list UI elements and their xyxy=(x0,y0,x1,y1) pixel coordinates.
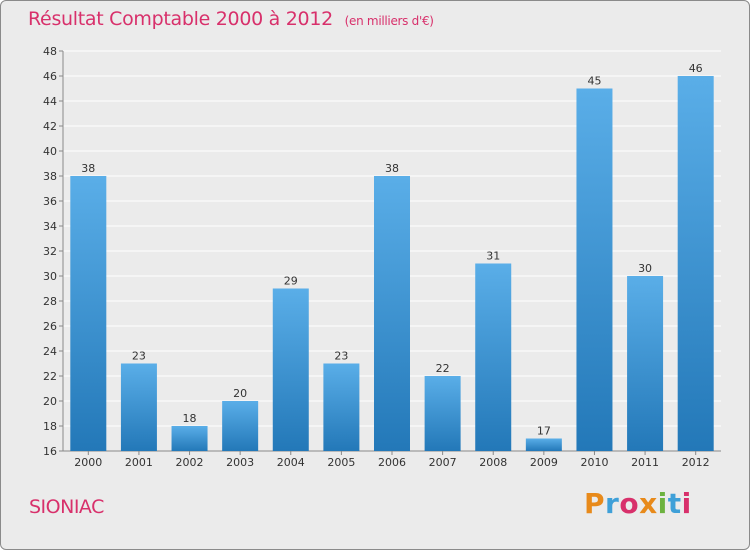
y-tick-label: 22 xyxy=(43,370,57,383)
bar-2000 xyxy=(70,176,107,451)
x-tick-label-2008: 2008 xyxy=(479,456,507,469)
logo-letter: i xyxy=(681,487,692,520)
x-tick-label-2009: 2009 xyxy=(530,456,558,469)
chart-title: Résultat Comptable 2000 à 2012 (en milli… xyxy=(28,8,434,30)
value-label-2004: 29 xyxy=(284,275,298,288)
x-tick-label-2012: 2012 xyxy=(682,456,710,469)
y-tick-label: 32 xyxy=(43,245,57,258)
logo-letter: x xyxy=(639,487,658,520)
value-label-2001: 23 xyxy=(132,350,146,363)
y-tick-label: 28 xyxy=(43,295,57,308)
bar-2007 xyxy=(424,376,461,451)
value-label-2011: 30 xyxy=(638,262,652,275)
bar-2003 xyxy=(222,401,259,451)
value-label-2008: 31 xyxy=(486,250,500,263)
y-tick-label: 16 xyxy=(43,445,57,458)
y-tick-label: 18 xyxy=(43,420,57,433)
bar-2005 xyxy=(323,363,360,451)
chart-title-text: Résultat Comptable 2000 à 2012 xyxy=(28,8,333,30)
logo-letter: t xyxy=(667,487,682,520)
x-tick-label-2006: 2006 xyxy=(378,456,406,469)
x-tick-label-2001: 2001 xyxy=(125,456,153,469)
bar-2004 xyxy=(272,288,309,451)
value-label-2003: 20 xyxy=(233,387,247,400)
y-tick-label: 36 xyxy=(43,195,57,208)
proxiti-logo: Proxiti xyxy=(584,487,692,520)
logo-letter: i xyxy=(657,487,668,520)
y-tick-label: 42 xyxy=(43,120,57,133)
bar-2002 xyxy=(171,426,208,451)
x-tick-label-2003: 2003 xyxy=(226,456,254,469)
y-tick-label: 26 xyxy=(43,320,57,333)
bar-2009 xyxy=(525,438,562,451)
logo-letter: o xyxy=(619,487,640,520)
bar-2012 xyxy=(677,76,714,451)
bar-2006 xyxy=(374,176,410,451)
y-tick-label: 46 xyxy=(43,70,57,83)
logo-letter: r xyxy=(605,487,620,520)
bar-2011 xyxy=(627,276,664,451)
y-tick-label: 38 xyxy=(43,170,57,183)
x-tick-label-2005: 2005 xyxy=(327,456,355,469)
value-label-2000: 38 xyxy=(81,162,95,175)
y-tick-label: 44 xyxy=(43,95,57,108)
value-label-2005: 23 xyxy=(334,350,348,363)
y-tick-label: 48 xyxy=(43,45,57,58)
x-tick-label-2007: 2007 xyxy=(429,456,457,469)
logo-letter: P xyxy=(584,487,606,520)
x-tick-label-2002: 2002 xyxy=(176,456,204,469)
y-tick-label: 34 xyxy=(43,220,57,233)
value-label-2012: 46 xyxy=(689,62,703,75)
x-tick-label-2000: 2000 xyxy=(74,456,102,469)
value-label-2007: 22 xyxy=(436,362,450,375)
x-tick-label-2004: 2004 xyxy=(277,456,305,469)
x-tick-label-2010: 2010 xyxy=(580,456,608,469)
bar-2008 xyxy=(475,263,512,451)
y-tick-label: 40 xyxy=(43,145,57,158)
chart-unit-label: (en milliers d'€) xyxy=(344,14,434,28)
value-label-2006: 38 xyxy=(385,162,399,175)
x-tick-label-2011: 2011 xyxy=(631,456,659,469)
commune-name: SIONIAC xyxy=(29,496,104,518)
bar-2001 xyxy=(120,363,157,451)
value-label-2009: 17 xyxy=(537,425,551,438)
bar-2010 xyxy=(576,88,613,451)
y-tick-label: 30 xyxy=(43,270,57,283)
y-tick-label: 20 xyxy=(43,395,57,408)
value-label-2010: 45 xyxy=(587,75,601,88)
y-tick-label: 24 xyxy=(43,345,57,358)
value-label-2002: 18 xyxy=(183,412,197,425)
